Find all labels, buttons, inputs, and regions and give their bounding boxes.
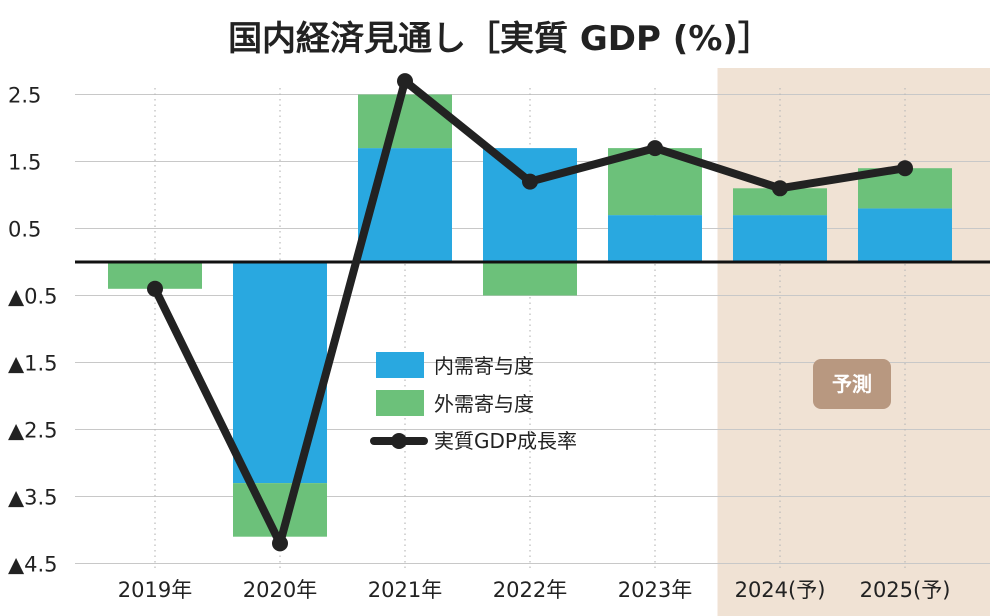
bar-domestic-4 <box>608 215 702 262</box>
forecast-badge-box <box>813 359 891 409</box>
forecast-badge-label: 予測 <box>832 372 872 396</box>
growth-point-2 <box>397 73 413 90</box>
x-axis-ticks: 2019年 2020年 2021年 2022年 2023年 2024(予) 2025(予) <box>118 578 951 602</box>
bar-domestic-1 <box>233 262 327 484</box>
y-tick-label: ▲3.5 <box>8 486 58 510</box>
growth-point-0 <box>147 280 163 297</box>
x-tick-label: 2020年 <box>243 578 317 602</box>
forecast-badge: 予測 <box>813 359 891 409</box>
y-tick-label: 0.5 <box>8 218 41 242</box>
x-tick-label: 2024(予) <box>735 578 826 602</box>
legend-label-growth: 実質GDP成長率 <box>434 429 577 453</box>
x-tick-label: 2023年 <box>618 578 692 602</box>
y-axis-ticks: 2.5 1.5 0.5 ▲0.5 ▲1.5 ▲2.5 ▲3.5 ▲4.5 <box>8 84 58 577</box>
bar-domestic-5 <box>733 215 827 262</box>
growth-line <box>147 73 913 552</box>
x-tick-label: 2022年 <box>493 578 567 602</box>
growth-point-5 <box>772 180 788 197</box>
x-tick-label: 2021年 <box>368 578 442 602</box>
x-tick-label: 2019年 <box>118 578 192 602</box>
y-tick-label: ▲0.5 <box>8 285 58 309</box>
y-tick-label: ▲1.5 <box>8 352 58 376</box>
bar-domestic-3 <box>483 148 577 262</box>
legend-label-external: 外需寄与度 <box>434 392 534 416</box>
y-tick-label: 1.5 <box>8 151 41 175</box>
x-tick-label: 2025(予) <box>860 578 951 602</box>
growth-point-6 <box>897 160 913 177</box>
bar-domestic-6 <box>858 208 952 262</box>
growth-point-4 <box>647 140 663 157</box>
y-tick-label: 2.5 <box>8 84 41 108</box>
legend-label-domestic: 内需寄与度 <box>434 354 534 378</box>
y-tick-label: ▲4.5 <box>8 553 58 577</box>
bar-external-1 <box>233 483 327 537</box>
chart-title: 国内経済見通し［実質 GDP (%)］ <box>228 19 772 59</box>
forecast-region <box>717 68 990 616</box>
growth-point-3 <box>522 173 538 190</box>
legend-swatch-line-marker <box>391 433 407 449</box>
bar-external-3 <box>483 262 577 296</box>
growth-point-1 <box>272 535 288 552</box>
legend: 内需寄与度 外需寄与度 実質GDP成長率 <box>370 352 577 453</box>
legend-swatch-external <box>376 390 424 416</box>
y-tick-label: ▲2.5 <box>8 419 58 443</box>
legend-swatch-domestic <box>376 352 424 378</box>
